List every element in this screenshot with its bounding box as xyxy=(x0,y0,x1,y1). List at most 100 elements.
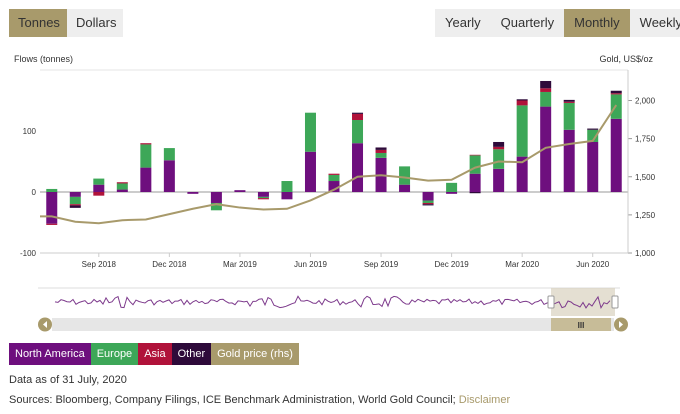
scrollbar-grip: III xyxy=(578,321,585,330)
bar-asia xyxy=(257,198,269,200)
bar-north-america xyxy=(140,167,152,192)
bar-asia xyxy=(116,182,128,184)
bar-europe xyxy=(93,178,105,185)
legend-item-other[interactable]: Other xyxy=(171,343,212,365)
sources-line: Sources: Bloomberg, Company Filings, ICE… xyxy=(9,394,510,406)
right-axis-tick-label: 1,250 xyxy=(635,211,656,220)
data-as-of: Data as of 31 July, 2020 xyxy=(9,374,127,386)
bar-asia xyxy=(352,113,364,121)
bar-europe xyxy=(375,152,387,158)
bar-europe xyxy=(116,183,128,190)
bar-north-america xyxy=(257,192,269,197)
bar-north-america xyxy=(93,184,105,192)
bar-north-america xyxy=(516,156,528,192)
bar-europe xyxy=(587,129,599,142)
bar-europe xyxy=(540,91,552,107)
bar-asia xyxy=(422,202,434,205)
bar-europe xyxy=(257,196,269,199)
bar-europe xyxy=(446,182,458,192)
legend-item-gold-price[interactable]: Gold price (rhs) xyxy=(211,343,299,365)
chevron-left-icon xyxy=(43,321,47,328)
bar-north-america xyxy=(116,189,128,192)
yearly-button[interactable]: Yearly xyxy=(435,9,491,37)
bar-asia xyxy=(610,93,622,95)
bar-north-america xyxy=(587,141,599,192)
bar-asia xyxy=(375,149,387,153)
bar-europe xyxy=(281,181,293,192)
weekly-button[interactable]: Weekly xyxy=(629,9,680,37)
bar-asia xyxy=(140,143,152,145)
bar-other xyxy=(563,99,575,102)
x-axis-tick-label: Mar 2020 xyxy=(505,260,539,269)
navigator-series-line xyxy=(54,295,611,309)
chevron-right-icon xyxy=(619,321,623,328)
unit-toggle: Tonnes Dollars xyxy=(9,9,123,37)
bar-europe xyxy=(422,200,434,203)
sources-text: Sources: Bloomberg, Company Filings, ICE… xyxy=(9,394,456,406)
flows-chart: -100 0 100 1,000 1,250 1,500 1,750 2,000 Sep 201… xyxy=(20,69,656,332)
bar-europe xyxy=(140,144,152,168)
bar-other xyxy=(352,112,364,114)
bar-asia xyxy=(93,192,105,196)
bar-europe xyxy=(352,120,364,144)
bar-north-america xyxy=(163,160,175,192)
bar-europe xyxy=(493,149,505,169)
bar-asia xyxy=(516,100,528,106)
left-axis-tick-label: 100 xyxy=(23,127,37,136)
x-axis-tick-label: Jun 2019 xyxy=(294,260,327,269)
bar-europe xyxy=(69,196,81,205)
bar-europe xyxy=(328,174,340,182)
bar-other xyxy=(540,80,552,89)
gold-price-line xyxy=(40,104,618,225)
x-axis-tick-label: Mar 2019 xyxy=(223,260,257,269)
disclaimer-link[interactable]: Disclaimer xyxy=(458,394,511,406)
scrollbar-thumb[interactable] xyxy=(551,318,611,331)
bar-north-america xyxy=(422,192,434,201)
bar-asia xyxy=(540,88,552,92)
bar-north-america xyxy=(563,129,575,192)
dollars-button[interactable]: Dollars xyxy=(67,9,123,37)
bar-europe xyxy=(399,166,411,185)
scrollbar-track xyxy=(52,318,614,331)
right-axis-title: Gold, US$/oz xyxy=(599,54,653,64)
period-toggle: Yearly Quarterly Monthly Weekly xyxy=(435,9,680,37)
bar-other xyxy=(493,141,505,147)
bar-europe xyxy=(516,105,528,157)
navigator-right-handle[interactable] xyxy=(611,295,619,309)
bar-asia xyxy=(563,101,575,103)
bar-north-america xyxy=(540,106,552,192)
bar-north-america xyxy=(46,192,58,224)
bar-north-america xyxy=(281,192,293,200)
bar-asia xyxy=(69,204,81,206)
x-axis-tick-label: Sep 2019 xyxy=(364,260,399,269)
bar-other xyxy=(610,90,622,94)
bar-north-america xyxy=(446,192,458,194)
right-axis-tick-label: 1,000 xyxy=(635,249,656,258)
bar-asia xyxy=(46,223,58,225)
bar-europe xyxy=(563,102,575,130)
bar-north-america xyxy=(69,192,81,197)
left-axis-tick-label: 0 xyxy=(32,188,37,197)
bar-europe xyxy=(304,112,316,152)
bar-north-america xyxy=(187,192,199,194)
x-axis-tick-label: Dec 2019 xyxy=(434,260,469,269)
bar-other xyxy=(375,147,387,150)
legend: North America Europe Asia Other Gold pri… xyxy=(9,343,299,365)
bar-other xyxy=(69,205,81,208)
right-axis-tick-label: 1,750 xyxy=(635,135,656,144)
legend-item-asia[interactable]: Asia xyxy=(138,343,172,365)
x-axis-tick-label: Sep 2018 xyxy=(82,260,117,269)
tonnes-button[interactable]: Tonnes xyxy=(9,9,67,37)
bar-europe xyxy=(163,148,175,161)
bar-europe xyxy=(469,155,481,174)
navigator-left-handle[interactable] xyxy=(547,295,555,309)
quarterly-button[interactable]: Quarterly xyxy=(490,9,565,37)
left-axis-title: Flows (tonnes) xyxy=(14,54,74,64)
x-axis-tick-label: Jun 2020 xyxy=(576,260,609,269)
bar-north-america xyxy=(610,118,622,192)
bar-other xyxy=(422,204,434,206)
legend-item-north-america[interactable]: North America xyxy=(9,343,91,365)
legend-item-europe[interactable]: Europe xyxy=(90,343,139,365)
monthly-button[interactable]: Monthly xyxy=(564,9,630,37)
x-axis-tick-label: Dec 2018 xyxy=(152,260,187,269)
